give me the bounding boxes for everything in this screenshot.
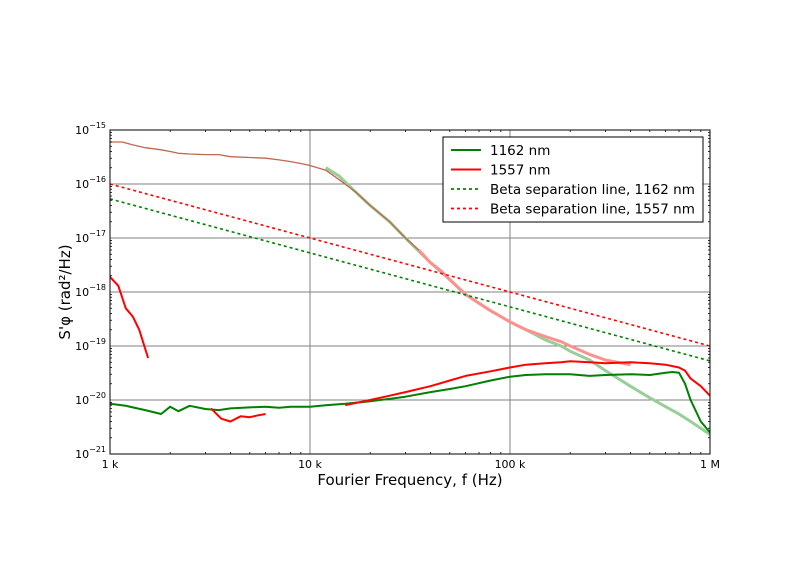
legend: 1162 nm 1557 nm Beta separation line, 1162… — [442, 136, 704, 223]
x-axis-label: Fourier Frequency, f (Hz) — [317, 471, 502, 489]
y-tick-base: 10 — [75, 448, 89, 461]
y-tick-exponent: −20 — [89, 391, 106, 400]
series-line-0 — [110, 371, 710, 434]
y-tick-exponent: −16 — [89, 175, 106, 184]
y-tick-exponent: −15 — [89, 121, 106, 130]
series-line-4 — [110, 141, 420, 251]
y-tick-base: 10 — [75, 178, 89, 191]
y-tick-base: 10 — [75, 232, 89, 245]
y-tick-label: 10−16 — [75, 175, 106, 191]
legend-box — [442, 136, 704, 223]
x-tick-label: 10 k — [298, 458, 322, 471]
series-line-1 — [110, 276, 150, 359]
y-tick-exponent: −18 — [89, 283, 106, 292]
legend-label: Beta separation line, 1162 nm — [490, 182, 695, 198]
legend-label: 1162 nm — [490, 143, 550, 159]
y-tick-base: 10 — [75, 394, 89, 407]
series-group — [110, 141, 710, 436]
y-tick-exponent: −19 — [89, 337, 106, 346]
series-line-3 — [344, 360, 710, 407]
y-tick-base: 10 — [75, 124, 89, 137]
legend-label: Beta separation line, 1557 nm — [490, 202, 695, 218]
x-tick-label: 1 M — [700, 458, 720, 471]
series-line-8 — [110, 183, 710, 347]
y-tick-base: 10 — [75, 286, 89, 299]
plot-frame — [109, 129, 711, 455]
y-tick-label: 10−20 — [75, 391, 106, 407]
series-line-2 — [210, 407, 266, 423]
y-tick-label: 10−19 — [75, 337, 106, 353]
y-tick-label: 10−18 — [75, 283, 106, 299]
x-tick-label: 1 k — [102, 458, 119, 471]
y-tick-exponent: −21 — [89, 445, 106, 454]
x-tick-label: 100 k — [495, 458, 526, 471]
legend-label: 1557 nm — [490, 163, 550, 179]
series-line-7 — [110, 198, 710, 362]
y-tick-exponent: −17 — [89, 229, 106, 238]
series-line-5 — [417, 248, 631, 367]
y-axis-label: S'φ (rad²/Hz) — [56, 244, 74, 339]
y-tick-label: 10−21 — [75, 445, 106, 461]
y-tick-label: 10−17 — [75, 229, 106, 245]
y-tick-base: 10 — [75, 340, 89, 353]
y-tick-label: 10−15 — [75, 121, 106, 137]
